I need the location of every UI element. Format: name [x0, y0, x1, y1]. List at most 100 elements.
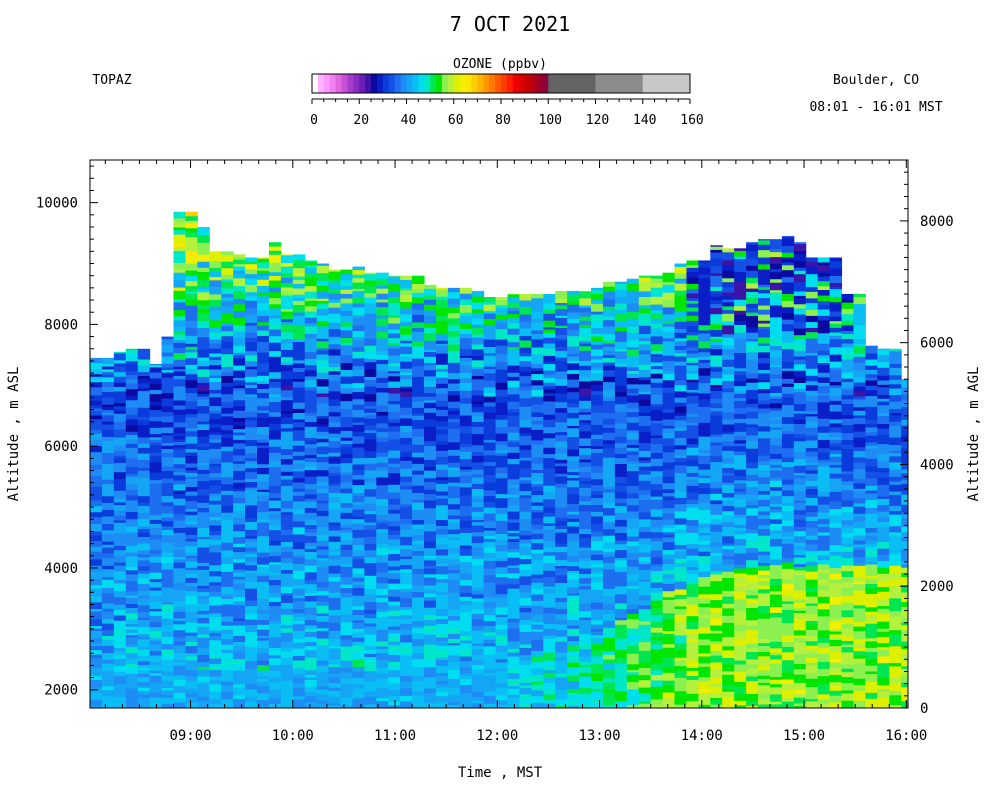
heatmap-cell	[555, 424, 568, 433]
heatmap-cell	[686, 443, 699, 448]
heatmap-cell	[710, 402, 723, 409]
heatmap-cell	[292, 495, 306, 502]
heatmap-cell	[340, 634, 353, 640]
heatmap-cell	[245, 481, 258, 488]
heatmap-cell	[495, 678, 509, 684]
heatmap-cell	[483, 465, 497, 470]
heatmap-cell	[507, 518, 520, 523]
heatmap-cell	[459, 337, 473, 345]
heatmap-cell	[769, 453, 783, 459]
heatmap-cell	[567, 565, 580, 571]
heatmap-cell	[233, 352, 246, 356]
heatmap-cell	[591, 544, 604, 548]
heatmap-cell	[591, 293, 604, 300]
heatmap-cell	[626, 676, 640, 683]
heatmap-cell	[424, 644, 437, 652]
heatmap-cell	[304, 483, 318, 490]
heatmap-cell	[459, 315, 473, 324]
heatmap-cell	[292, 689, 306, 695]
heatmap-cell	[769, 658, 783, 664]
heatmap-cell	[400, 564, 413, 570]
heatmap-cell	[101, 368, 115, 373]
heatmap-cell	[435, 364, 449, 369]
heatmap-cell	[686, 362, 699, 366]
heatmap-cell	[400, 353, 413, 357]
heatmap-cell	[316, 644, 330, 652]
heatmap-cell	[209, 654, 222, 659]
heatmap-cell	[471, 668, 485, 675]
heatmap-cell	[304, 267, 318, 274]
heatmap-cell	[531, 404, 544, 413]
heatmap-cell	[137, 556, 151, 561]
heatmap-cell	[447, 633, 461, 640]
heatmap-cell	[400, 551, 413, 557]
heatmap-cell	[221, 615, 234, 622]
heatmap-cell	[722, 535, 735, 544]
heatmap-cell	[638, 412, 652, 416]
heatmap-cell	[340, 524, 353, 528]
heatmap-cell	[758, 655, 771, 659]
heatmap-cell	[304, 636, 318, 643]
heatmap-cell	[626, 540, 640, 547]
heatmap-cell	[280, 287, 294, 292]
heatmap-cell	[555, 419, 568, 423]
heatmap-cell	[173, 342, 186, 349]
heatmap-cell	[495, 593, 509, 598]
heatmap-cell	[579, 424, 592, 432]
heatmap-cell	[161, 601, 175, 605]
heatmap-cell	[316, 686, 330, 690]
heatmap-cell	[257, 552, 270, 558]
heatmap-cell	[435, 603, 449, 609]
heatmap-cell	[257, 467, 270, 475]
heatmap-cell	[161, 459, 175, 467]
heatmap-cell	[352, 650, 365, 660]
heatmap-cell	[746, 632, 759, 637]
heatmap-cell	[686, 292, 699, 299]
heatmap-cell	[101, 635, 115, 640]
heatmap-cell	[268, 371, 282, 379]
heatmap-cell	[519, 518, 532, 524]
heatmap-cell	[412, 412, 425, 416]
heatmap-cell	[435, 358, 449, 365]
heatmap-cell	[722, 678, 735, 686]
heatmap-cell	[447, 298, 461, 305]
heatmap-cell	[268, 378, 282, 382]
heatmap-cell	[316, 340, 330, 349]
heatmap-cell	[328, 615, 342, 623]
heatmap-cell	[376, 466, 389, 471]
heatmap-cell	[388, 358, 401, 364]
heatmap-cell	[531, 639, 544, 644]
heatmap-cell	[364, 660, 377, 666]
heatmap-cell	[280, 602, 294, 609]
heatmap-cell	[447, 687, 461, 696]
heatmap-cell	[173, 371, 186, 376]
heatmap-cell	[185, 680, 198, 689]
heatmap-cell	[376, 616, 389, 622]
heatmap-cell	[376, 422, 389, 429]
heatmap-cell	[376, 700, 389, 709]
heatmap-cell	[316, 530, 330, 536]
heatmap-cell	[364, 432, 377, 440]
heatmap-cell	[90, 362, 103, 370]
heatmap-cell	[316, 605, 330, 614]
heatmap-cell	[400, 287, 413, 291]
heatmap-cell	[280, 311, 294, 317]
heatmap-cell	[758, 326, 771, 330]
heatmap-cell	[722, 563, 735, 572]
heatmap-cell	[531, 318, 544, 323]
heatmap-cell	[161, 694, 175, 698]
heatmap-cell	[507, 441, 520, 448]
heatmap-cell	[507, 572, 520, 579]
heatmap-cell	[626, 545, 640, 554]
heatmap-cell	[364, 405, 377, 409]
heatmap-cell	[376, 611, 389, 617]
heatmap-cell	[197, 488, 210, 496]
heatmap-cell	[519, 366, 532, 372]
heatmap-cell	[316, 308, 330, 316]
heatmap-cell	[531, 379, 544, 386]
heatmap-cell	[400, 485, 413, 490]
heatmap-cell	[257, 575, 270, 583]
heatmap-cell	[734, 630, 747, 639]
heatmap-cell	[185, 675, 198, 682]
heatmap-cell	[626, 608, 640, 614]
